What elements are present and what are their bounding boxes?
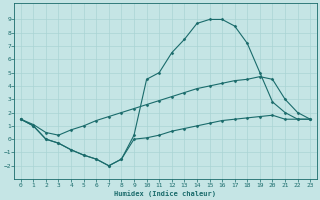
X-axis label: Humidex (Indice chaleur): Humidex (Indice chaleur) — [115, 190, 217, 197]
